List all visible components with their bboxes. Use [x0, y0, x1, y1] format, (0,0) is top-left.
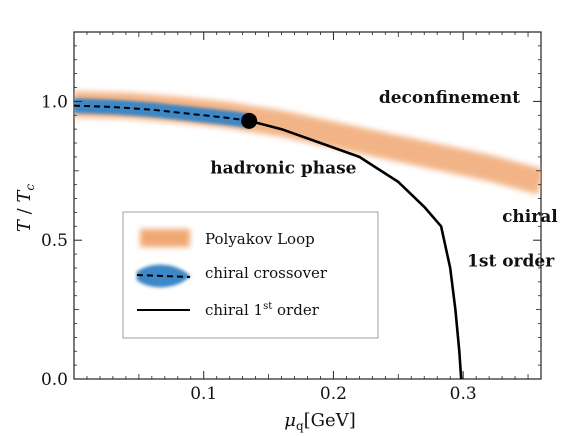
critical-point-marker [241, 112, 258, 129]
legend-label-polyakov: Polyakov Loop [205, 230, 315, 248]
legend-label-first-order: chiral 1st order [205, 301, 320, 319]
y-tick-label: 0.0 [41, 370, 68, 390]
x-axis-title: μq[GeV] [284, 410, 355, 433]
region-annotation: chiral [502, 207, 558, 227]
x-tick-label: 0.1 [190, 384, 217, 404]
region-annotation: deconfinement [379, 88, 520, 108]
region-annotation: 1st order [467, 252, 555, 272]
y-axis-title: T / Tc [14, 184, 37, 233]
legend-swatch-polyakov [140, 229, 190, 247]
legend-line-crossover [136, 274, 191, 278]
series-chiral-first-order-line [248, 119, 463, 379]
x-tick-label: 0.3 [450, 384, 477, 404]
legend: Polyakov Loop chiral crossover chiral 1s… [122, 211, 379, 339]
x-tick-label: 0.2 [320, 384, 347, 404]
region-annotation: hadronic phase [210, 159, 356, 179]
y-tick-label: 1.0 [41, 92, 68, 112]
legend-label-crossover: chiral crossover [205, 264, 328, 282]
series-chiral-crossover-line [74, 104, 250, 122]
y-tick-label: 0.5 [41, 231, 68, 251]
